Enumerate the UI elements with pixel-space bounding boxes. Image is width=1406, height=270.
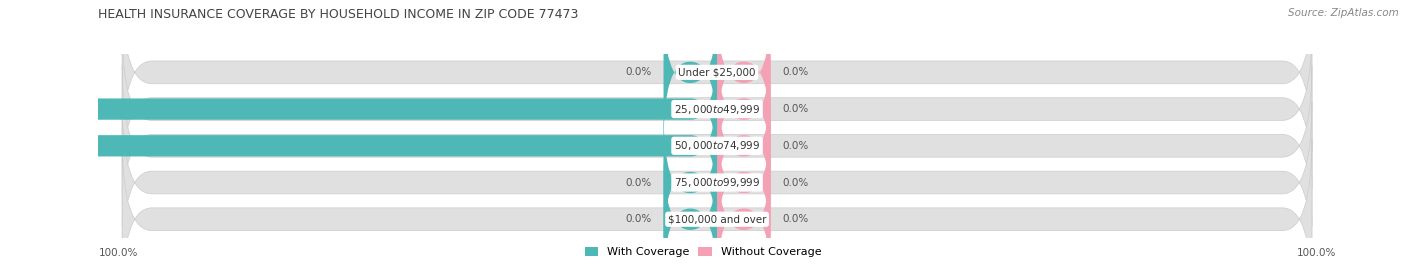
Text: $25,000 to $49,999: $25,000 to $49,999	[673, 103, 761, 116]
Text: Under $25,000: Under $25,000	[678, 67, 756, 77]
FancyBboxPatch shape	[122, 139, 1312, 270]
Text: $100,000 and over: $100,000 and over	[668, 214, 766, 224]
FancyBboxPatch shape	[717, 39, 770, 179]
Text: 0.0%: 0.0%	[783, 214, 808, 224]
FancyBboxPatch shape	[122, 65, 1312, 226]
Legend: With Coverage, Without Coverage: With Coverage, Without Coverage	[581, 242, 825, 262]
FancyBboxPatch shape	[717, 149, 770, 270]
Text: 0.0%: 0.0%	[626, 214, 651, 224]
Text: 100.0%: 100.0%	[1296, 248, 1336, 258]
Text: 0.0%: 0.0%	[626, 67, 651, 77]
FancyBboxPatch shape	[664, 149, 717, 270]
FancyBboxPatch shape	[717, 2, 770, 143]
Text: HEALTH INSURANCE COVERAGE BY HOUSEHOLD INCOME IN ZIP CODE 77473: HEALTH INSURANCE COVERAGE BY HOUSEHOLD I…	[98, 8, 579, 21]
FancyBboxPatch shape	[0, 76, 717, 216]
Text: 100.0%: 100.0%	[98, 248, 138, 258]
FancyBboxPatch shape	[122, 29, 1312, 190]
Text: $50,000 to $74,999: $50,000 to $74,999	[673, 139, 761, 152]
FancyBboxPatch shape	[0, 39, 717, 179]
FancyBboxPatch shape	[122, 102, 1312, 263]
Text: 0.0%: 0.0%	[783, 67, 808, 77]
Text: 0.0%: 0.0%	[783, 104, 808, 114]
FancyBboxPatch shape	[717, 76, 770, 216]
FancyBboxPatch shape	[664, 2, 717, 143]
FancyBboxPatch shape	[122, 0, 1312, 153]
FancyBboxPatch shape	[664, 112, 717, 253]
Text: 0.0%: 0.0%	[783, 141, 808, 151]
Text: 0.0%: 0.0%	[783, 177, 808, 188]
Text: Source: ZipAtlas.com: Source: ZipAtlas.com	[1288, 8, 1399, 18]
Text: $75,000 to $99,999: $75,000 to $99,999	[673, 176, 761, 189]
FancyBboxPatch shape	[717, 112, 770, 253]
Text: 0.0%: 0.0%	[626, 177, 651, 188]
